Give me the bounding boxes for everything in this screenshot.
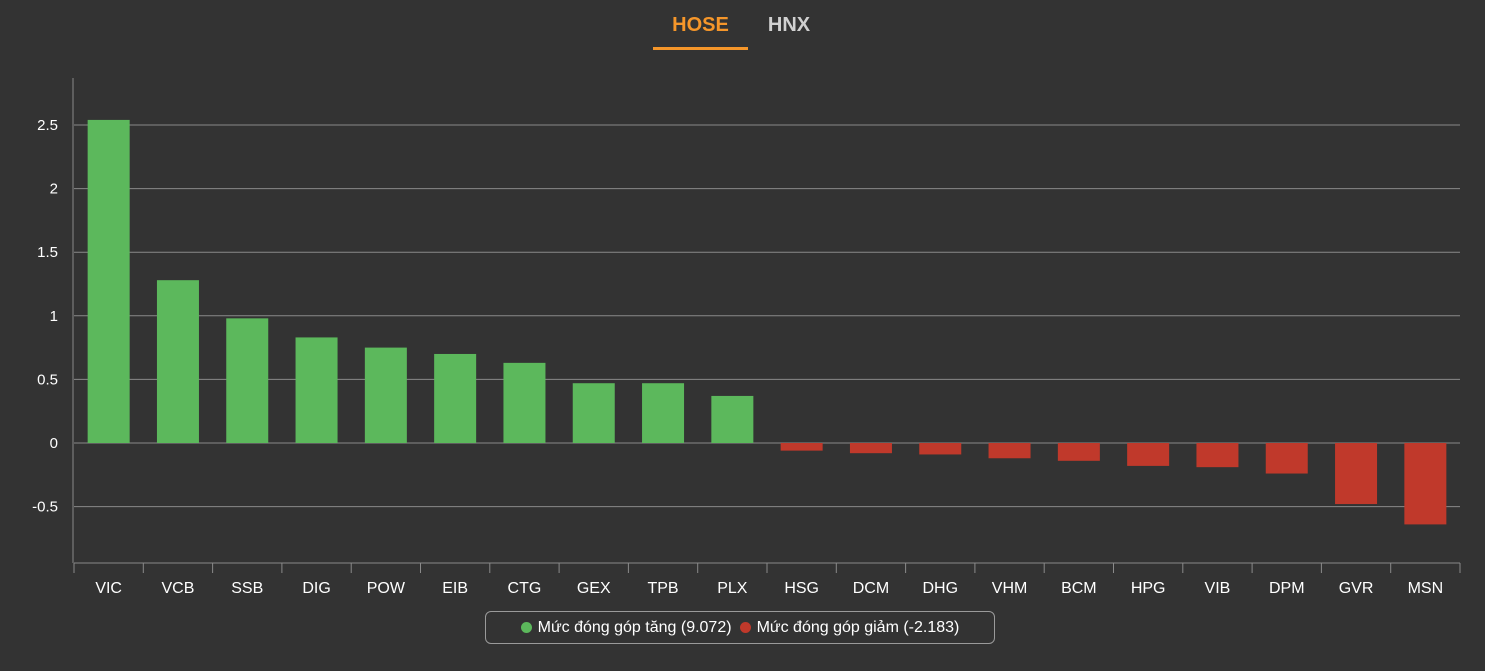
bar-dig [295, 337, 338, 443]
x-tick-label: VIC [95, 580, 122, 597]
x-tick-label: POW [367, 580, 406, 597]
x-tick-label: PLX [717, 580, 748, 597]
chart-legend: Mức đóng góp tăng (9.072) Mức đóng góp g… [485, 611, 995, 644]
bar-bcm [1057, 443, 1100, 461]
x-tick-label: SSB [231, 580, 263, 597]
tab-hnx[interactable]: HNX [767, 14, 811, 36]
bar-dcm [849, 443, 892, 454]
x-tick-label: GVR [1339, 580, 1374, 597]
legend-item-increase[interactable]: Mức đóng góp tăng (9.072) [520, 618, 732, 637]
bar-vic [87, 119, 130, 444]
y-tick-label: 0 [50, 435, 58, 452]
y-tick-label: 1 [50, 308, 58, 325]
bar-dhg [919, 443, 962, 455]
bar-pow [364, 347, 407, 443]
bar-vcb [156, 280, 199, 443]
x-tick-label: TPB [647, 580, 678, 597]
bar-ctg [503, 362, 546, 443]
bar-eib [434, 353, 477, 443]
x-tick-label: DCM [853, 580, 889, 597]
x-tick-label: VCB [161, 580, 194, 597]
x-tick-label: VIB [1205, 580, 1231, 597]
y-tick-label: 1.5 [37, 244, 58, 261]
x-tick-label: HSG [784, 580, 819, 597]
bar-ssb [226, 318, 269, 443]
bar-hsg [780, 443, 823, 451]
y-tick-label: 2.5 [37, 117, 58, 134]
legend-dot-increase [520, 622, 532, 633]
x-tick-label: DPM [1269, 580, 1305, 597]
y-tick-label: 2 [50, 181, 58, 198]
bar-hpg [1127, 443, 1170, 466]
exchange-tabs: HOSE HNX [0, 0, 1485, 52]
x-tick-label: GEX [577, 580, 611, 597]
x-tick-label: VHM [992, 580, 1028, 597]
legend-item-decrease[interactable]: Mức đóng góp giảm (-2.183) [739, 618, 960, 637]
x-tick-label: BCM [1061, 580, 1097, 597]
bar-vhm [988, 443, 1031, 459]
legend-label-decrease: Mức đóng góp giảm (-2.183) [756, 618, 960, 636]
bar-gvr [1335, 443, 1378, 505]
bar-gex [572, 383, 615, 443]
x-tick-label: DIG [302, 580, 330, 597]
bar-tpb [642, 383, 685, 443]
x-tick-label: EIB [442, 580, 468, 597]
y-tick-label: -0.5 [32, 499, 58, 516]
x-tick-label: CTG [508, 580, 542, 597]
y-tick-label: 0.5 [37, 371, 58, 388]
bar-msn [1404, 443, 1447, 525]
x-tick-label: MSN [1408, 580, 1444, 597]
bar-vib [1196, 443, 1239, 468]
x-tick-label: DHG [922, 580, 958, 597]
bar-dpm [1265, 443, 1308, 474]
x-tick-label: HPG [1131, 580, 1166, 597]
bar-plx [711, 395, 754, 443]
legend-dot-decrease [739, 622, 751, 633]
tab-hose[interactable]: HOSE [653, 12, 748, 50]
legend-label-increase: Mức đóng góp tăng (9.072) [537, 618, 732, 636]
